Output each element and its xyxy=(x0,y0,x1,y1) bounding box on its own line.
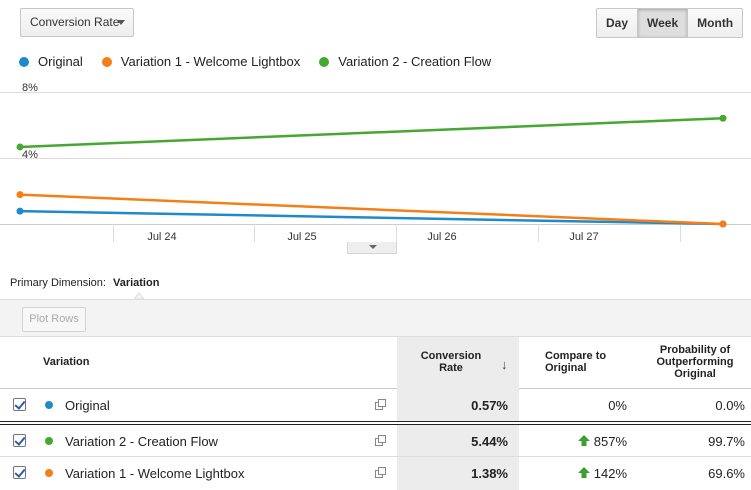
x-tick-label: Jul 24 xyxy=(147,231,176,243)
data-point xyxy=(16,207,24,215)
probability-value: 99.7% xyxy=(708,434,745,449)
legend-label: Variation 1 - Welcome Lightbox xyxy=(120,54,301,69)
dimension-pointer-icon xyxy=(134,293,144,299)
primary-dimension-label: Primary Dimension: xyxy=(10,277,106,289)
chevron-down-icon xyxy=(369,245,377,249)
variation-name: Variation 2 - Creation Flow xyxy=(65,434,218,449)
table-row: Variation 1 - Welcome Lightbox 1.38% 142… xyxy=(0,457,751,490)
series-line xyxy=(19,116,724,149)
data-point xyxy=(719,220,727,228)
row-checkbox[interactable] xyxy=(13,398,26,411)
series-line xyxy=(19,209,724,226)
chart-collapse-handle[interactable] xyxy=(347,242,397,254)
x-tick-label: Jul 27 xyxy=(569,231,598,243)
plot-rows-button[interactable]: Plot Rows xyxy=(22,307,86,332)
chevron-down-icon xyxy=(117,20,125,25)
header-line: Original xyxy=(674,368,716,380)
x-tick-label: Jul 26 xyxy=(427,231,456,243)
header-line: Outperforming xyxy=(656,356,734,368)
chart-legend: Original Variation 1 - Welcome Lightbox … xyxy=(19,54,510,69)
compare-value: 857% xyxy=(593,434,627,449)
legend-dot xyxy=(319,56,330,67)
row-checkbox[interactable] xyxy=(13,434,26,447)
series-dot xyxy=(45,469,53,477)
probability-value: 0.0% xyxy=(715,398,745,413)
open-in-new-icon[interactable] xyxy=(375,467,386,478)
date-range-toggle: Day Week Month xyxy=(596,8,744,38)
sorted-column-bg xyxy=(397,457,519,490)
metric-select-label: Conversion Rate xyxy=(30,15,120,29)
data-point xyxy=(16,191,24,199)
compare-value: 0% xyxy=(608,398,627,413)
header-line: Probability of xyxy=(659,344,731,356)
day-button[interactable]: Day xyxy=(597,9,639,37)
legend-item-variation-1[interactable]: Variation 1 - Welcome Lightbox xyxy=(101,54,301,69)
header-line: Conversion xyxy=(420,350,482,362)
series-dot xyxy=(45,437,53,445)
week-button[interactable]: Week xyxy=(638,9,689,37)
metric-select[interactable]: Conversion Rate xyxy=(20,8,134,37)
legend-label: Original xyxy=(38,54,83,69)
header-compare[interactable]: Compare to Original xyxy=(545,350,606,374)
row-checkbox[interactable] xyxy=(13,466,26,479)
header-probability[interactable]: Probability of Outperforming Original xyxy=(645,344,745,380)
x-tick-label: Jul 25 xyxy=(287,231,316,243)
table-row: Original 0.57% 0% 0.0% xyxy=(0,389,751,421)
primary-dimension: Primary Dimension: Variation xyxy=(10,277,159,289)
data-point xyxy=(719,114,727,122)
conversion-rate-value: 1.38% xyxy=(471,466,508,481)
sorted-column-bg xyxy=(397,425,519,456)
variation-name: Original xyxy=(65,398,110,413)
table-header: Variation Conversion Rate Compare to Ori… xyxy=(0,337,751,389)
table-row: Variation 2 - Creation Flow 5.44% 857% 9… xyxy=(0,425,751,456)
legend-dot xyxy=(101,56,112,67)
conversion-rate-value: 5.44% xyxy=(471,434,508,449)
y-tick-label: 8% xyxy=(22,82,38,94)
header-line: Compare to xyxy=(545,350,607,362)
probability-value: 69.6% xyxy=(708,466,745,481)
sort-descending-icon[interactable]: ↓ xyxy=(501,357,508,372)
header-variation[interactable]: Variation xyxy=(43,356,90,368)
legend-label: Variation 2 - Creation Flow xyxy=(338,54,492,69)
header-line: Original xyxy=(545,362,587,374)
arrow-up-icon xyxy=(578,435,590,446)
row-divider xyxy=(0,456,751,457)
month-button[interactable]: Month xyxy=(688,9,743,37)
table-toolbar: Plot Rows xyxy=(0,299,751,337)
open-in-new-icon[interactable] xyxy=(375,435,386,446)
header-line: Rate xyxy=(439,362,463,374)
row-divider xyxy=(0,421,751,425)
legend-dot xyxy=(19,56,29,67)
y-tick-label: 4% xyxy=(22,149,38,161)
header-conversion-rate[interactable]: Conversion Rate xyxy=(415,350,487,374)
series-line xyxy=(19,193,724,226)
conversion-rate-value: 0.57% xyxy=(471,398,508,413)
series-dot xyxy=(45,401,53,409)
sorted-column-bg xyxy=(397,389,519,421)
legend-item-variation-2[interactable]: Variation 2 - Creation Flow xyxy=(319,54,491,69)
sorted-column-header-bg xyxy=(397,337,519,389)
compare-value: 142% xyxy=(593,466,627,481)
legend-item-original[interactable]: Original xyxy=(19,54,83,69)
variation-name: Variation 1 - Welcome Lightbox xyxy=(65,466,245,481)
primary-dimension-value[interactable]: Variation xyxy=(112,277,160,289)
data-point xyxy=(16,143,24,151)
arrow-up-icon xyxy=(578,467,590,478)
conversion-rate-chart: 8% 4% Jul 24 Jul 25 Jul 26 Jul 27 xyxy=(0,82,751,243)
open-in-new-icon[interactable] xyxy=(375,399,386,410)
